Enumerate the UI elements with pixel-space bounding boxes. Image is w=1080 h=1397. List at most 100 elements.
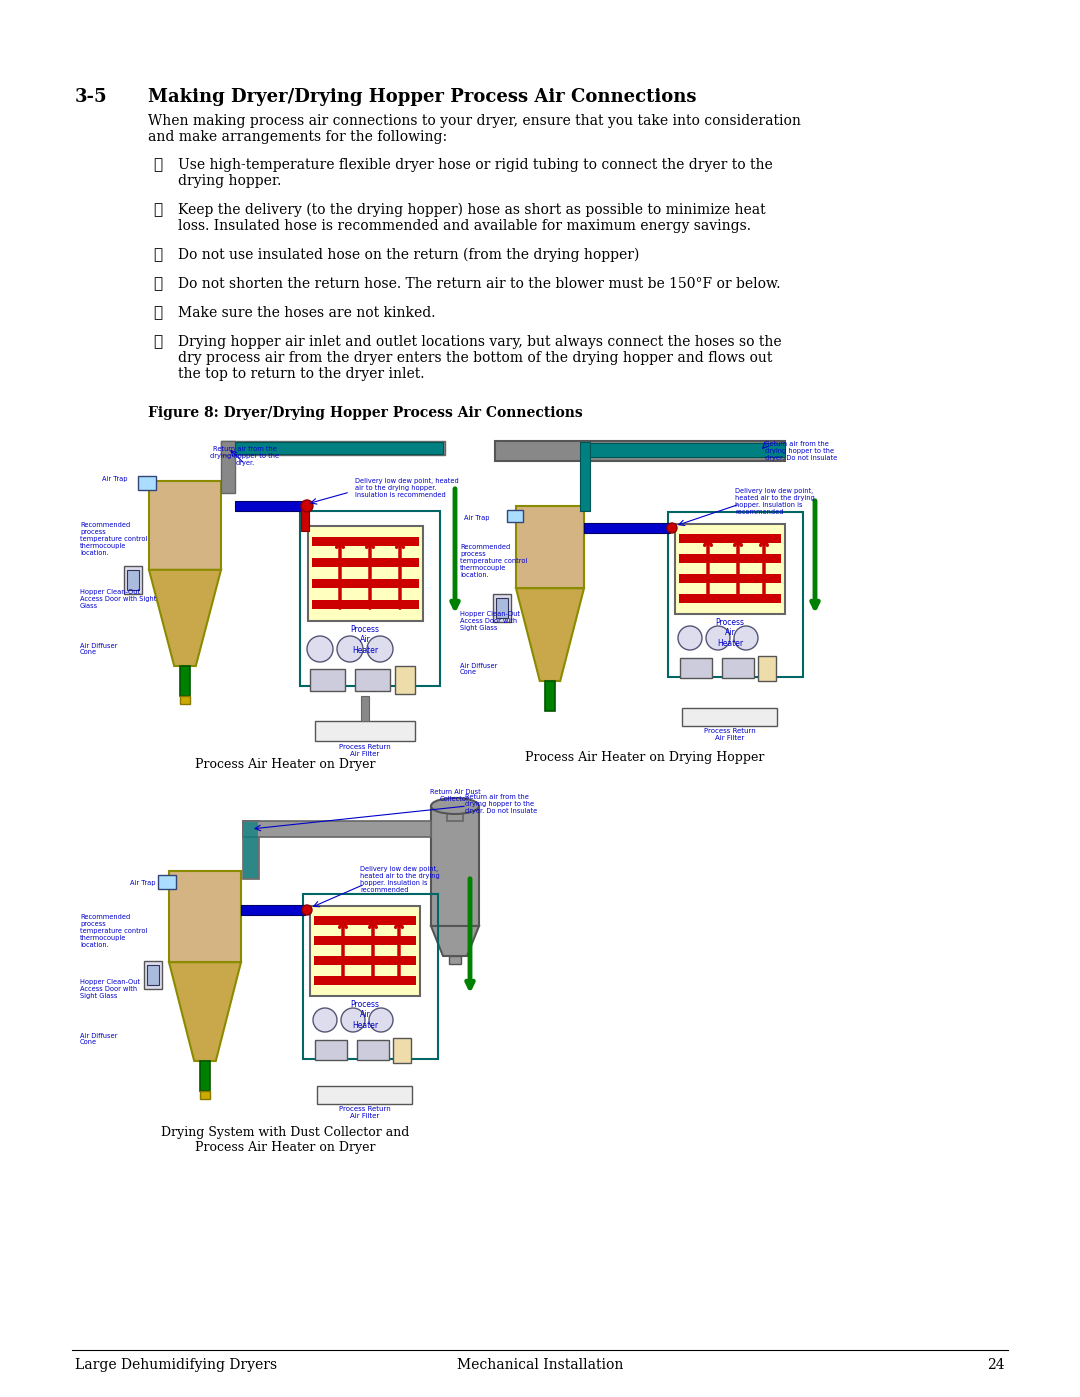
Bar <box>149 481 221 570</box>
Bar <box>310 907 420 996</box>
Bar <box>221 441 445 455</box>
Text: Use high-temperature flexible dryer hose or rigid tubing to connect the dryer to: Use high-temperature flexible dryer hose… <box>178 158 773 172</box>
Text: Hopper Clean-Out
Access Door with
Sight Glass: Hopper Clean-Out Access Door with Sight … <box>460 610 519 631</box>
Bar <box>314 916 416 925</box>
Bar <box>496 598 508 617</box>
Bar <box>200 1060 210 1091</box>
Text: Return Air Dust
Collector: Return Air Dust Collector <box>430 789 481 802</box>
Polygon shape <box>149 570 221 666</box>
Bar <box>679 574 781 583</box>
Text: Make sure the hoses are not kinked.: Make sure the hoses are not kinked. <box>178 306 435 320</box>
Text: Hopper Clean-Out
Access Door with Sight
Glass: Hopper Clean-Out Access Door with Sight … <box>80 590 157 609</box>
Bar <box>310 669 345 692</box>
Circle shape <box>367 636 393 662</box>
Text: Delivery low dew point, heated
air to the drying hopper.
Insulation is recommend: Delivery low dew point, heated air to th… <box>355 478 459 497</box>
Circle shape <box>302 905 312 915</box>
Text: Do not shorten the return hose. The return air to the blower must be 150°F or be: Do not shorten the return hose. The retu… <box>178 277 781 291</box>
Text: ☑: ☑ <box>153 277 162 291</box>
Text: Process Return
Air Filter: Process Return Air Filter <box>704 728 756 740</box>
Bar <box>301 506 309 531</box>
Bar <box>200 1091 210 1099</box>
Bar <box>235 502 308 511</box>
Circle shape <box>301 500 313 511</box>
Bar <box>357 1039 389 1060</box>
Text: Return air from the
drying hopper to the
dryer. Do not Insulate: Return air from the drying hopper to the… <box>765 441 837 461</box>
Text: the top to return to the dryer inlet.: the top to return to the dryer inlet. <box>178 367 424 381</box>
Bar <box>393 1038 411 1063</box>
Text: Drying hopper air inlet and outlet locations vary, but always connect the hoses : Drying hopper air inlet and outlet locat… <box>178 335 782 349</box>
Text: Return air from the
drying hopper to the
dryer. Do not Insulate: Return air from the drying hopper to the… <box>465 793 537 814</box>
Bar <box>314 936 416 944</box>
Text: ☑: ☑ <box>153 335 162 349</box>
Bar <box>244 821 258 877</box>
Bar <box>495 441 785 461</box>
Circle shape <box>307 636 333 662</box>
Text: 24: 24 <box>987 1358 1005 1372</box>
Bar <box>314 956 416 964</box>
Text: ☑: ☑ <box>153 203 162 217</box>
Text: and make arrangements for the following:: and make arrangements for the following: <box>148 130 447 144</box>
Text: Drying System with Dust Collector and: Drying System with Dust Collector and <box>161 1126 409 1139</box>
Circle shape <box>678 626 702 650</box>
Text: Process Air Heater on Dryer: Process Air Heater on Dryer <box>194 759 375 771</box>
Bar <box>361 696 369 721</box>
Text: 3-5: 3-5 <box>75 88 108 106</box>
Text: Air Trap: Air Trap <box>102 476 127 482</box>
Bar <box>449 956 461 964</box>
Text: Process Return
Air Filter: Process Return Air Filter <box>339 1106 391 1119</box>
Text: Process Air Heater on Drying Hopper: Process Air Heater on Drying Hopper <box>525 752 765 764</box>
Bar <box>315 1039 347 1060</box>
Bar <box>235 441 443 454</box>
Text: Return air from the
drying hopper to the
dryer.: Return air from the drying hopper to the… <box>211 446 280 467</box>
Bar <box>311 557 419 567</box>
Text: Air Diffuser
Cone: Air Diffuser Cone <box>460 662 498 676</box>
Text: Process
Air
Heater: Process Air Heater <box>351 624 379 655</box>
Text: Mechanical Installation: Mechanical Installation <box>457 1358 623 1372</box>
Text: Process Return
Air Filter: Process Return Air Filter <box>339 745 391 757</box>
Text: dry process air from the dryer enters the bottom of the drying hopper and flows : dry process air from the dryer enters th… <box>178 351 772 365</box>
Bar <box>124 566 141 594</box>
Bar <box>311 578 419 588</box>
Bar <box>507 510 523 522</box>
Text: Air Diffuser
Cone: Air Diffuser Cone <box>80 643 118 655</box>
Bar <box>758 657 777 680</box>
Text: Recommended
process
temperature control
thermocouple
location.: Recommended process temperature control … <box>80 522 147 556</box>
Bar <box>311 536 419 545</box>
Polygon shape <box>168 963 241 1060</box>
Bar <box>584 522 670 534</box>
Bar <box>144 961 162 989</box>
Circle shape <box>337 636 363 662</box>
Text: Delivery low dew point,
heated air to the drying
hopper. Insulation is
recommend: Delivery low dew point, heated air to th… <box>735 488 814 515</box>
Bar <box>138 476 156 490</box>
Text: Keep the delivery (to the drying hopper) hose as short as possible to minimize h: Keep the delivery (to the drying hopper)… <box>178 203 766 218</box>
Circle shape <box>734 626 758 650</box>
Text: drying hopper.: drying hopper. <box>178 175 282 189</box>
Text: Recommended
process
temperature control
thermocouple
location.: Recommended process temperature control … <box>460 543 527 578</box>
Circle shape <box>313 1009 337 1032</box>
Bar <box>681 708 777 726</box>
Bar <box>158 875 176 888</box>
Bar <box>492 594 511 622</box>
Bar <box>315 721 415 740</box>
Text: Do not use insulated hose on the return (from the drying hopper): Do not use insulated hose on the return … <box>178 249 639 263</box>
Bar <box>675 524 785 615</box>
Text: Air Trap: Air Trap <box>464 515 490 521</box>
Text: Process
Air
Heater: Process Air Heater <box>715 617 744 648</box>
Text: Large Dehumidifying Dryers: Large Dehumidifying Dryers <box>75 1358 278 1372</box>
Bar <box>308 527 422 622</box>
Bar <box>168 870 241 963</box>
Bar <box>680 658 712 678</box>
Polygon shape <box>431 926 480 956</box>
Bar <box>669 511 804 678</box>
Text: Process Air Heater on Dryer: Process Air Heater on Dryer <box>194 1141 375 1154</box>
Text: When making process air connections to your dryer, ensure that you take into con: When making process air connections to y… <box>148 115 801 129</box>
Bar <box>723 658 754 678</box>
Bar <box>431 806 480 926</box>
Circle shape <box>706 626 730 650</box>
Text: loss. Insulated hose is recommended and available for maximum energy savings.: loss. Insulated hose is recommended and … <box>178 219 751 233</box>
Ellipse shape <box>431 798 480 814</box>
Bar <box>243 821 431 837</box>
Circle shape <box>341 1009 365 1032</box>
Bar <box>545 680 555 711</box>
Bar <box>303 894 438 1059</box>
